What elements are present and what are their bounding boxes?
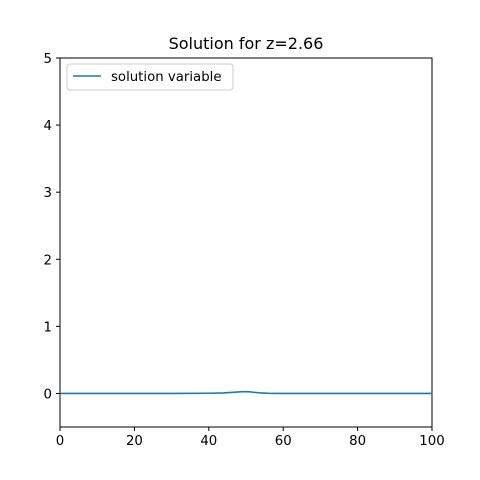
plot-frame [59, 57, 433, 428]
x-tick-label: 40 [200, 434, 217, 449]
y-tick-label: 3 [44, 186, 52, 201]
y-tick-label: 1 [44, 320, 52, 335]
x-tick-label: 0 [56, 434, 64, 449]
y-tick-label: 5 [44, 52, 52, 67]
line-layer [59, 390, 433, 395]
y-tick-label: 4 [44, 119, 52, 134]
series-line [59, 390, 433, 395]
x-tick-label: 20 [126, 434, 143, 449]
y-tick-label: 2 [44, 253, 52, 268]
x-tick-label: 80 [349, 434, 366, 449]
legend: solution variable [66, 63, 234, 91]
y-axis: 0 1 2 3 4 5 [44, 52, 60, 402]
legend-box [66, 63, 234, 91]
x-axis: 0 20 40 60 80 100 [56, 427, 445, 449]
y-tick-label: 0 [44, 387, 52, 402]
x-tick-label: 100 [419, 434, 444, 449]
legend-label: solution variable [111, 70, 222, 85]
x-tick-label: 60 [275, 434, 292, 449]
plot-area: 0 20 40 60 80 100 0 1 2 3 4 5 [44, 52, 445, 449]
chart-title: Solution for z=2.66 [169, 34, 324, 53]
